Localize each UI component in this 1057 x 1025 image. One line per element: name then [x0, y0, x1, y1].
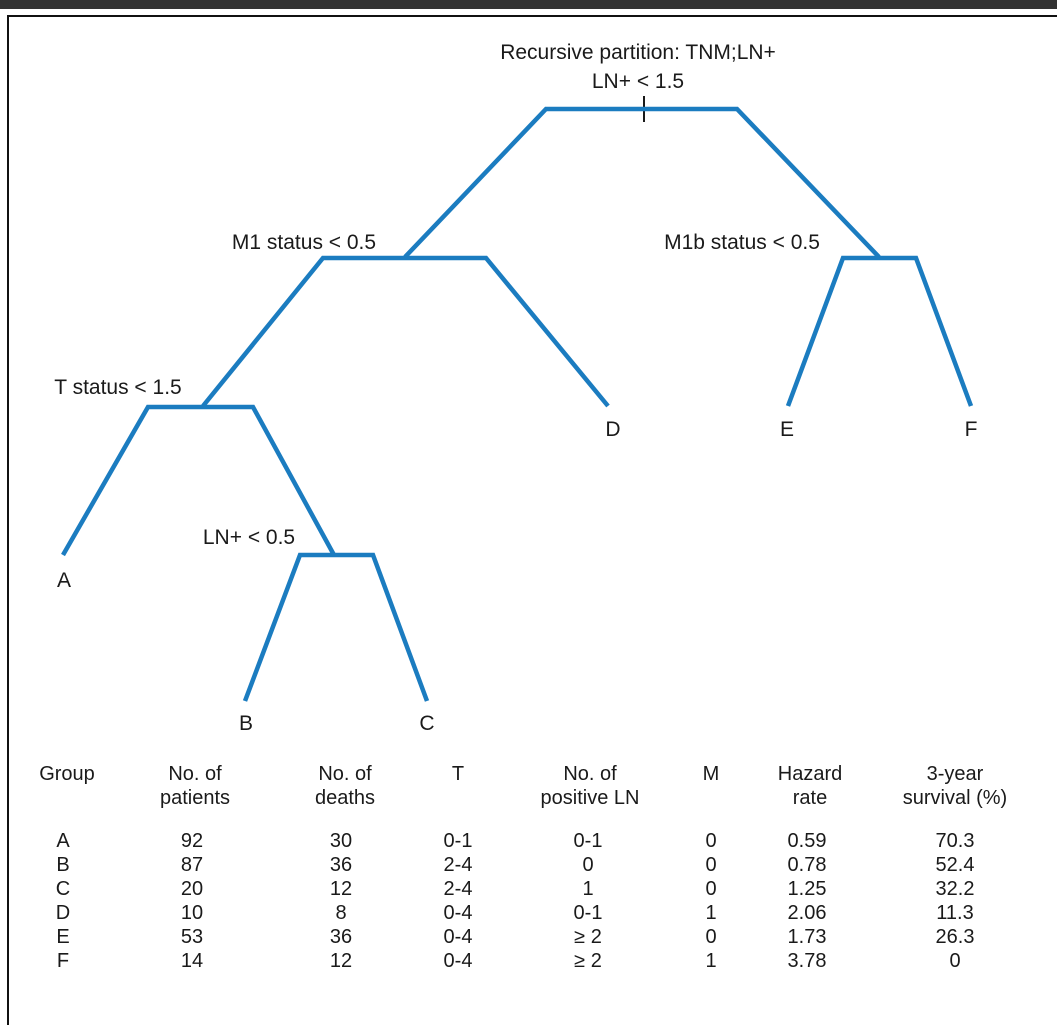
table-row-d: D 10 8 0-4 0-1 1 2.06 11.3 — [0, 901, 1000, 925]
cell-positive-ln: ≥ 2 — [574, 926, 602, 948]
cell-hazard-rate: 1.25 — [787, 878, 827, 900]
cell-m: 0 — [705, 854, 717, 876]
cell-survival: 11.3 — [936, 902, 974, 924]
leaf-label-e: E — [780, 418, 794, 441]
cell-t: 0-4 — [443, 902, 473, 924]
cell-m: 0 — [705, 830, 717, 852]
header-line: No. of — [563, 763, 617, 785]
cell-deaths: 36 — [329, 926, 353, 948]
cell-t: 0-4 — [443, 950, 473, 972]
column-header-hazard-rate: Hazard rate — [755, 762, 865, 810]
leaf-label-d: D — [605, 418, 620, 441]
cell-t: 0-1 — [443, 830, 473, 852]
cell-survival: 0 — [949, 950, 961, 972]
cell-group: E — [56, 926, 70, 948]
header-line: T — [451, 763, 465, 785]
cell-survival: 52.4 — [935, 854, 975, 876]
split-label-m1b: M1b status < 0.5 — [664, 231, 820, 254]
header-line: rate — [792, 787, 828, 809]
group-summary-table: Group No. of patients No. of deaths T No… — [0, 762, 1057, 1022]
cell-m: 0 — [705, 926, 717, 948]
cell-positive-ln: 0 — [582, 854, 594, 876]
cell-group: F — [56, 950, 70, 972]
split-label-t: T status < 1.5 — [54, 376, 181, 399]
cell-t: 2-4 — [443, 878, 473, 900]
m1-split-branch — [201, 255, 610, 408]
column-header-m: M — [681, 762, 741, 786]
cell-deaths: 12 — [329, 878, 353, 900]
cell-survival: 70.3 — [935, 830, 975, 852]
cell-patients: 14 — [180, 950, 204, 972]
header-line: No. of — [168, 763, 222, 785]
column-header-survival: 3-year survival (%) — [880, 762, 1030, 810]
cell-patients: 92 — [180, 830, 204, 852]
table-row-a: A 92 30 0-1 0-1 0 0.59 70.3 — [0, 829, 1000, 853]
cell-m: 1 — [705, 950, 717, 972]
cell-survival: 26.3 — [935, 926, 975, 948]
cell-hazard-rate: 3.78 — [787, 950, 827, 972]
cell-t: 0-4 — [443, 926, 473, 948]
table-row-e: E 53 36 0-4 ≥ 2 0 1.73 26.3 — [0, 925, 1000, 949]
cell-patients: 20 — [180, 878, 204, 900]
cell-survival: 32.2 — [935, 878, 975, 900]
ln-split-branch — [242, 552, 430, 702]
cell-t: 2-4 — [443, 854, 473, 876]
cell-hazard-rate: 2.06 — [787, 902, 827, 924]
cell-patients: 10 — [180, 902, 204, 924]
table-row-f: F 14 12 0-4 ≥ 2 1 3.78 0 — [0, 949, 1000, 973]
cell-deaths: 36 — [329, 854, 353, 876]
cell-positive-ln: 0-1 — [573, 902, 603, 924]
header-line: 3-year — [926, 763, 984, 785]
header-line: deaths — [314, 787, 376, 809]
leaf-label-c: C — [419, 712, 434, 735]
header-line: M — [702, 763, 720, 785]
table-row-c: C 20 12 2-4 1 0 1.25 32.2 — [0, 877, 1000, 901]
column-header-patients: No. of patients — [135, 762, 255, 810]
split-label-ln: LN+ < 0.5 — [203, 526, 295, 549]
column-header-group: Group — [22, 762, 112, 786]
header-line: positive LN — [540, 787, 640, 809]
cell-hazard-rate: 0.59 — [787, 830, 827, 852]
column-header-positive-ln: No. of positive LN — [510, 762, 670, 810]
header-line: Group — [39, 763, 95, 785]
cell-deaths: 30 — [329, 830, 353, 852]
leaf-label-f: F — [965, 418, 978, 441]
header-line: No. of — [318, 763, 372, 785]
figure-frame — [7, 15, 1057, 1025]
cell-group: A — [56, 830, 70, 852]
header-line: survival (%) — [902, 787, 1008, 809]
cell-hazard-rate: 1.73 — [787, 926, 827, 948]
cell-m: 0 — [705, 878, 717, 900]
cell-group: C — [55, 878, 71, 900]
split-label-root: LN+ < 1.5 — [592, 70, 684, 93]
column-header-t: T — [428, 762, 488, 786]
root-split-branch — [403, 106, 881, 259]
m1b-split-branch — [785, 255, 974, 407]
t-split-branch — [61, 404, 336, 557]
cell-positive-ln: 0-1 — [573, 830, 603, 852]
cell-deaths: 12 — [329, 950, 353, 972]
header-line: Hazard — [777, 763, 843, 785]
cell-m: 1 — [705, 902, 717, 924]
column-header-deaths: No. of deaths — [285, 762, 405, 810]
cell-positive-ln: ≥ 2 — [574, 950, 602, 972]
cell-positive-ln: 1 — [582, 878, 594, 900]
cell-hazard-rate: 0.78 — [787, 854, 827, 876]
leaf-label-a: A — [57, 569, 71, 592]
cell-group: B — [56, 854, 70, 876]
top-border-bar — [0, 0, 1057, 9]
split-label-m1: M1 status < 0.5 — [232, 231, 376, 254]
cell-deaths: 8 — [335, 902, 347, 924]
tree-title: Recursive partition: TNM;LN+ — [500, 41, 776, 64]
header-line: patients — [159, 787, 231, 809]
cell-group: D — [55, 902, 71, 924]
cell-patients: 53 — [180, 926, 204, 948]
leaf-label-b: B — [239, 712, 253, 735]
table-row-b: B 87 36 2-4 0 0 0.78 52.4 — [0, 853, 1000, 877]
cell-patients: 87 — [180, 854, 204, 876]
